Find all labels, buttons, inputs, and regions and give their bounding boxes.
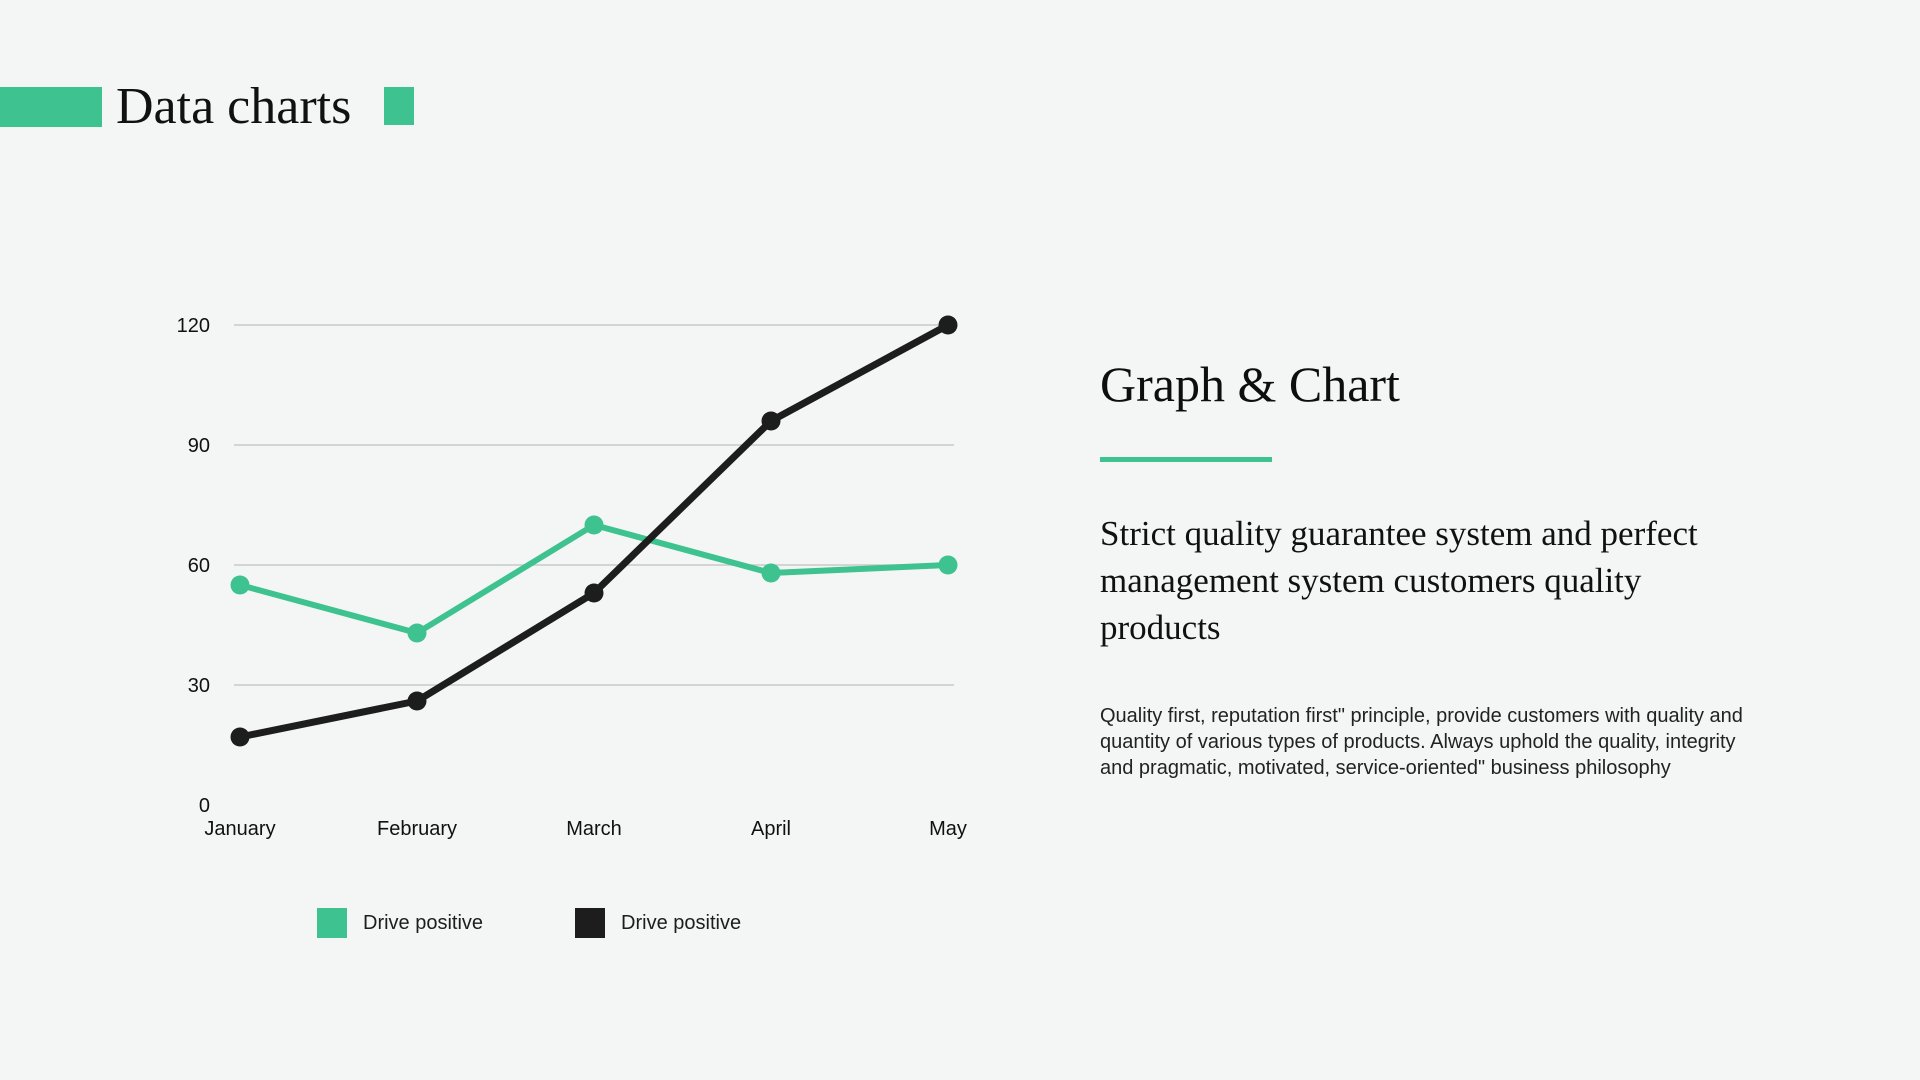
title-accent-square	[384, 87, 414, 125]
text-column: Graph & Chart Strict quality guarantee s…	[1100, 355, 1760, 781]
section-subtitle: Strict quality guarantee system and perf…	[1100, 514, 1698, 647]
legend-swatch-series2	[575, 908, 606, 938]
legend-item: Drive positive	[317, 908, 483, 938]
page-title: Data charts	[116, 78, 352, 135]
legend-swatch-series1	[317, 908, 347, 938]
legend-label-series2: Drive positive	[621, 911, 742, 934]
chart-area: 0 30 60 90 120 January February March April May	[140, 295, 1040, 865]
legend-label-series1: Drive positive	[363, 911, 484, 934]
title-accent-bar	[0, 87, 102, 127]
chart-legend: Drive positive Drive positive	[317, 908, 741, 938]
svg-text:0: 0	[199, 795, 210, 817]
svg-text:120: 120	[177, 315, 210, 337]
svg-text:January: January	[204, 818, 275, 840]
accent-rule	[1100, 457, 1272, 462]
svg-text:May: May	[929, 818, 967, 840]
section-body: Quality first, reputation first" princip…	[1100, 705, 1743, 779]
legend-item: Drive positive	[575, 908, 741, 938]
svg-text:90: 90	[188, 435, 210, 457]
line-chart: 0 30 60 90 120 January February March April May	[177, 315, 967, 840]
svg-text:April: April	[751, 818, 791, 840]
section-heading: Graph & Chart	[1100, 356, 1400, 412]
svg-text:60: 60	[188, 555, 210, 577]
svg-text:30: 30	[188, 675, 210, 697]
svg-text:March: March	[566, 818, 622, 840]
svg-text:February: February	[377, 818, 457, 840]
